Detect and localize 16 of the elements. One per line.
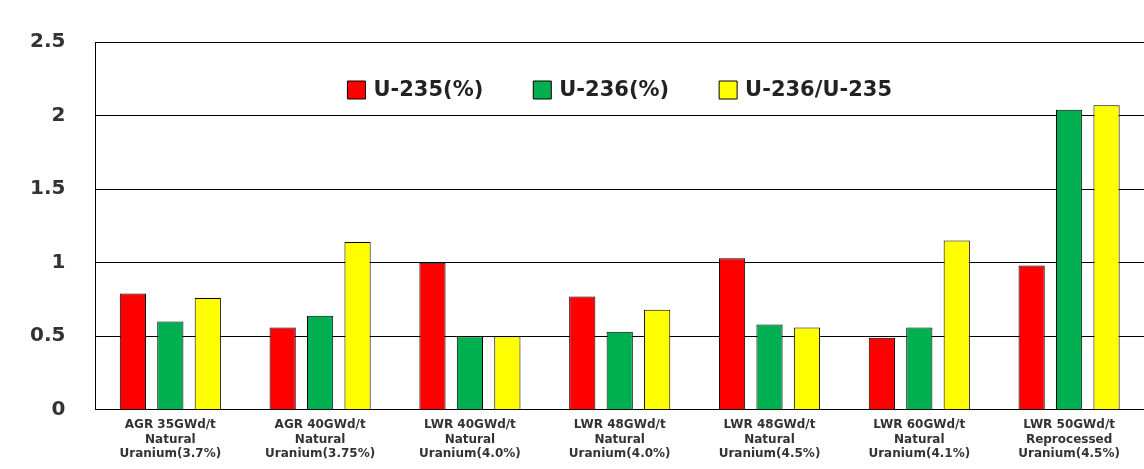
y-tick-label: 0.5: [29, 322, 66, 347]
x-tick-label: AGR 35GWd/t Natural Uranium(3.7%): [119, 417, 222, 460]
x-tick-label: AGR 40GWd/t Natural Uranium(3.75%): [265, 417, 376, 460]
y-tick-label: 2: [51, 101, 66, 126]
legend-label: U-235(%): [373, 77, 484, 102]
x-tick-label: LWR 60GWd/t Natural Uranium(4.1%): [868, 417, 971, 460]
y-tick-label: 0: [51, 396, 66, 420]
y-tick-label: 1: [51, 248, 66, 273]
legend-label: U-236(%): [559, 77, 670, 102]
legend-label: U-236/U-235: [745, 77, 893, 102]
y-tick-label: 2.5: [29, 28, 66, 53]
x-tick-label: LWR 40GWd/t Natural Uranium(4.0%): [419, 417, 521, 460]
y-tick-label: 1.5: [29, 175, 66, 200]
x-tick-label: LWR 48GWd/t Natural Uranium(4.5%): [718, 417, 821, 460]
x-tick-label: LWR 50GWd/t Reprocessed Uranium(4.5%): [1018, 417, 1120, 460]
x-tick-label: LWR 48GWd/t Natural Uranium(4.0%): [568, 417, 671, 460]
